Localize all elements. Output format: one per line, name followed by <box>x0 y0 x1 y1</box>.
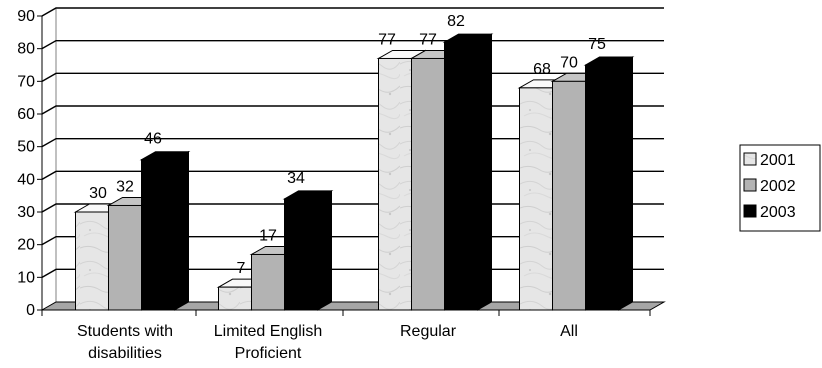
legend: 2001 2002 2003 <box>739 144 821 232</box>
legend-label: 2002 <box>760 178 796 195</box>
y-tick-label: 60 <box>17 106 35 123</box>
data-label: 46 <box>144 131 162 148</box>
bar-front <box>218 286 252 311</box>
y-tick-label: 90 <box>17 8 35 25</box>
data-label: 7 <box>237 260 246 277</box>
x-category-label: All <box>560 323 578 340</box>
data-label: 68 <box>533 61 551 78</box>
bar-front <box>284 198 318 311</box>
data-label: 75 <box>588 36 606 53</box>
data-label: 30 <box>89 185 107 202</box>
bar-front <box>552 80 586 311</box>
data-label: 70 <box>560 54 578 71</box>
y-tick-label: 0 <box>26 302 35 319</box>
data-labels: 30 32 46 7 17 34 77 77 82 68 70 75 <box>89 13 606 277</box>
bar-front <box>444 41 478 311</box>
data-label: 32 <box>116 178 134 195</box>
data-label: 77 <box>419 31 437 48</box>
data-label: 17 <box>259 227 277 244</box>
gridline <box>41 39 664 50</box>
bar-side <box>174 150 189 311</box>
bar-front <box>108 204 142 311</box>
gridline <box>41 7 664 17</box>
y-tick-label: 80 <box>17 41 35 58</box>
legend-swatch <box>743 152 757 166</box>
bar <box>282 190 334 311</box>
y-tick-label: 10 <box>17 269 35 286</box>
y-tick-label: 40 <box>17 171 35 188</box>
bar <box>583 56 635 311</box>
legend-label: 2001 <box>760 152 796 169</box>
bar-side <box>618 56 633 311</box>
y-tick-label: 70 <box>17 73 35 90</box>
bar-front <box>585 64 619 311</box>
x-axis: Students with disabilities Limited English… <box>41 309 651 362</box>
x-category-label: Limited English Proficient <box>214 323 323 362</box>
y-tick-label: 50 <box>17 139 35 156</box>
data-label: 77 <box>378 31 396 48</box>
bar-front <box>519 87 553 311</box>
bar-side <box>317 190 332 311</box>
legend-swatch <box>743 204 757 218</box>
legend-swatch <box>743 178 757 192</box>
data-label: 34 <box>287 170 305 187</box>
bar-front <box>411 57 445 311</box>
legend-label: 2003 <box>760 204 796 221</box>
bar-front <box>378 57 412 311</box>
x-category-label: Regular <box>400 323 457 340</box>
y-tick-label: 20 <box>17 237 35 254</box>
y-tick-label: 30 <box>17 204 35 221</box>
bar <box>139 150 191 311</box>
data-label: 82 <box>447 13 465 30</box>
bar-front <box>75 211 109 311</box>
bar-front <box>251 253 285 311</box>
y-axis: 0 10 20 30 40 50 60 70 80 90 <box>17 8 43 319</box>
bar <box>442 33 494 311</box>
bars <box>73 33 635 311</box>
bar-side <box>477 33 492 311</box>
x-category-label: Students with disabilities <box>77 323 173 362</box>
bar-front <box>141 159 175 311</box>
